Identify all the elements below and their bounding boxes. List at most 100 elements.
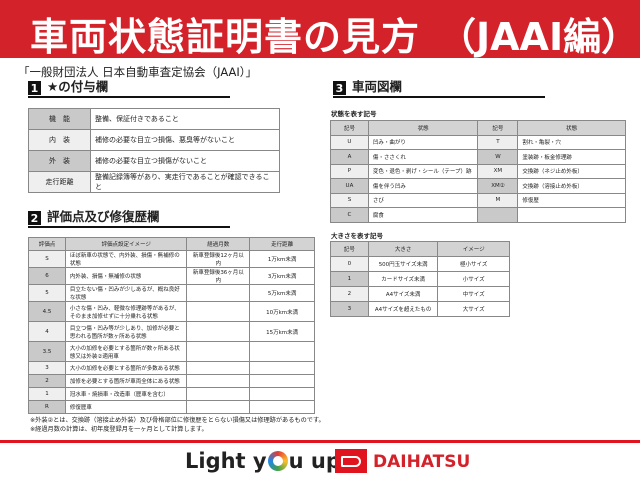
table-cell: 2: [28, 374, 66, 388]
column-header: 状態: [367, 120, 479, 136]
star-criteria-table: 機 能整備、保証付きであること内 装補修の必要な目立つ損傷、悪臭等がないこと外 …: [28, 108, 280, 193]
size-label: 大きさを表す記号: [331, 232, 383, 240]
table-cell: W: [477, 149, 519, 165]
slogan-text: Light y: [185, 449, 267, 473]
table-cell: 4: [28, 321, 66, 342]
section3-heading: 3 車両図欄: [333, 79, 545, 98]
table-cell: 15万km未満: [249, 321, 315, 342]
table-cell: XM: [477, 163, 519, 179]
row-text: 整備記録簿等があり、実走行であることが確認できること: [90, 171, 280, 193]
table-row: 0 500円玉サイズ未満 極小サイズ: [330, 256, 510, 272]
table-cell: [249, 387, 315, 401]
column-header: 評価点設定イメージ: [64, 237, 188, 251]
table-cell: 目立たない傷・凹みが少しあるが、概ね良好な状態: [64, 284, 188, 302]
table-cell: [186, 387, 251, 401]
table-cell: XM②: [477, 178, 519, 194]
section-title: 車両図欄: [352, 79, 403, 94]
table-row: P 変色・退色・剥げ・シール（テープ）跡 XM 交換跡（ネジ止め外板）: [330, 163, 626, 179]
note: ※経過月数の計算は、初年度登録月を一ヶ月として計算します。: [30, 426, 208, 433]
table-cell: 修復歴: [517, 192, 626, 208]
table-cell: 大小の加修を必要とする箇所が数ヶ所ある状態又は外装②適用車: [64, 341, 188, 362]
table-cell: 500円玉サイズ未満: [367, 256, 439, 272]
table-cell: 10万km未満: [249, 301, 315, 322]
table-cell: 小さな傷・凹み、軽微な修理跡等があるが、そのまま加修せずに十分乗れる状態: [64, 301, 188, 322]
table-cell: [186, 284, 251, 302]
table-cell: 5: [28, 284, 66, 302]
table-row: 3 大小の加修を必要とする箇所が多数ある状態: [28, 361, 315, 375]
table-cell: 大小の加修を必要とする箇所が多数ある状態: [64, 361, 188, 375]
table-cell: A4サイズ未満: [367, 286, 439, 302]
note: ※外装②とは、交換跡（溶接止め外装）及び骨格部位に修復歴をとらない損傷又は修理跡…: [30, 417, 325, 424]
table-cell: 腐食: [367, 207, 479, 223]
table-cell: 5万km未満: [249, 284, 315, 302]
table-row: 2 A4サイズ未満 中サイズ: [330, 286, 510, 302]
table-cell: [186, 321, 251, 342]
table-cell: 傷を伴う凹み: [367, 178, 479, 194]
table-row: 4 目立つ傷・凹み等が少しあり、加修が必要と思われる箇所が数ヶ所ある状態 15万km…: [28, 321, 315, 342]
table-row: 2 加修を必要とする箇所が車両全体にある状態: [28, 374, 315, 388]
table-cell: 傷・ささくれ: [367, 149, 479, 165]
table-cell: [477, 207, 519, 223]
column-header: 評価点: [28, 237, 66, 251]
section-number: 1: [28, 81, 41, 95]
table-row: 機 能整備、保証付きであること: [28, 108, 280, 130]
table-cell: [186, 341, 251, 362]
table-cell: S: [330, 192, 369, 208]
table-cell: 目立つ傷・凹み等が少しあり、加修が必要と思われる箇所が数ヶ所ある状態: [64, 321, 188, 342]
table-cell: 冠水車・焼損車・改造車（歴車を含む）: [64, 387, 188, 401]
table-row: 3 A4サイズを超えたもの 大サイズ: [330, 301, 510, 317]
table-cell: 1万km未満: [249, 250, 315, 268]
subtitle: 「一般財団法人 日本自動車査定協会（JAAI）」: [18, 65, 258, 79]
table-cell: A: [330, 149, 369, 165]
table-cell: ほぼ新車の状態で、内外装、損傷・無補修の状態: [64, 250, 188, 268]
column-header: 経過月数: [186, 237, 251, 251]
slogan-logo: Light y u up: [185, 449, 341, 473]
table-cell: 4.5: [28, 301, 66, 322]
table-row: U 凹み・曲がり T 割れ・亀裂・穴: [330, 134, 626, 150]
table-row: S さび M 修復歴: [330, 192, 626, 208]
row-text: 整備、保証付きであること: [90, 108, 280, 130]
divider: [0, 440, 640, 443]
table-cell: 修復歴車: [64, 400, 188, 414]
table-row: 外 装補修の必要な目立つ損傷がないこと: [28, 150, 280, 172]
table-cell: A4サイズを超えたもの: [367, 301, 439, 317]
table-cell: [186, 374, 251, 388]
table-row: UA 傷を伴う凹み XM② 交換跡（溶接止め外板）: [330, 178, 626, 194]
column-header: 記号: [477, 120, 519, 136]
page-title: 車両状態証明書の見方: [30, 15, 421, 59]
row-label: 機 能: [28, 108, 91, 130]
section1-heading: 1 ★の付与欄: [28, 79, 230, 98]
table-cell: 塗装跡・板金修理跡: [517, 149, 626, 165]
table-row: 6 内外装、損傷・無補修の状態 新車登録後36ヶ月以内 3万km未満: [28, 267, 315, 285]
ring-icon: [267, 451, 288, 471]
table-cell: U: [330, 134, 369, 150]
table-cell: [186, 301, 251, 322]
table-cell: 3万km未満: [249, 267, 315, 285]
table-cell: 新車登録後12ヶ月以内: [186, 250, 251, 268]
row-text: 補修の必要な目立つ損傷がないこと: [90, 150, 280, 172]
table-cell: 1: [28, 387, 66, 401]
table-row: 4.5 小さな傷・凹み、軽微な修理跡等があるが、そのまま加修せずに十分乗れる状態 1…: [28, 301, 315, 322]
table-cell: [249, 400, 315, 414]
table-cell: 割れ・亀裂・穴: [517, 134, 626, 150]
table-row: C 腐食: [330, 207, 626, 223]
section-title: ★の付与欄: [47, 79, 109, 94]
row-label: 走行距離: [28, 171, 91, 193]
title-banner: 車両状態証明書の見方 （JAAI編）: [0, 0, 640, 59]
slogan-text: u up: [288, 449, 341, 473]
column-header: 記号: [330, 120, 369, 136]
column-header: 記号: [330, 241, 369, 257]
table-cell: [249, 374, 315, 388]
table-row: 内 装補修の必要な目立つ損傷、悪臭等がないこと: [28, 129, 280, 151]
table-cell: [186, 361, 251, 375]
table-cell: M: [477, 192, 519, 208]
table-cell: P: [330, 163, 369, 179]
table-cell: 内外装、損傷・無補修の状態: [64, 267, 188, 285]
table-row: 1 カードサイズ未満 小サイズ: [330, 271, 510, 287]
table-row: 5 目立たない傷・凹みが少しあるが、概ね良好な状態 5万km未満: [28, 284, 315, 302]
table-cell: C: [330, 207, 369, 223]
table-cell: [186, 400, 251, 414]
section-title: 評価点及び修復歴欄: [47, 209, 160, 224]
brand-name: DAIHATSU: [373, 452, 471, 472]
daihatsu-mark-icon: [335, 449, 367, 473]
